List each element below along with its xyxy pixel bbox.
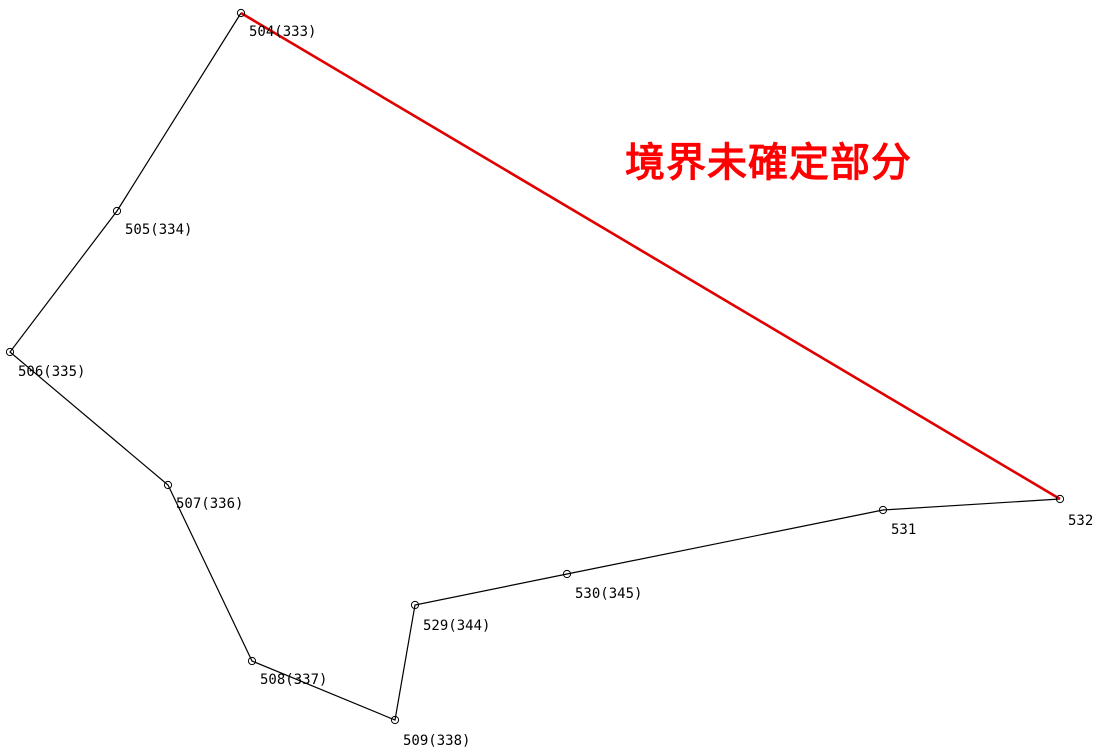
survey-point-label-529: 529(344) [423, 618, 490, 634]
survey-point-label-506: 506(335) [18, 364, 85, 380]
survey-point-labels-layer: 504(333) 505(334) 506(335) 507(336) 508(337)… [18, 24, 1093, 749]
survey-point-marker-509 [390, 715, 400, 725]
survey-point-label-505: 505(334) [125, 222, 192, 238]
boundary-line [9, 12, 1061, 721]
survey-point-label-509: 509(338) [403, 733, 470, 749]
undetermined-boundary-annotation: 境界未確定部分 [625, 140, 912, 186]
survey-point-marker-507 [163, 480, 173, 490]
survey-point-marker-508 [247, 656, 257, 666]
survey-point-marker-532 [1055, 494, 1065, 504]
survey-point-label-504: 504(333) [249, 24, 316, 40]
survey-point-marker-530 [562, 569, 572, 579]
survey-point-label-532: 532 [1068, 513, 1093, 529]
survey-point-marker-505 [112, 206, 122, 216]
survey-point-marker-506 [5, 347, 15, 357]
survey-point-marker-531 [878, 505, 888, 515]
survey-point-label-530: 530(345) [575, 586, 642, 602]
survey-point-label-508: 508(337) [260, 672, 327, 688]
survey-point-marker-504 [236, 8, 246, 18]
survey-points-layer [5, 8, 1065, 725]
survey-point-label-507: 507(336) [176, 496, 243, 512]
undetermined-boundary-segment [240, 11, 1061, 501]
survey-point-label-531: 531 [891, 522, 916, 538]
survey-point-marker-529 [410, 600, 420, 610]
